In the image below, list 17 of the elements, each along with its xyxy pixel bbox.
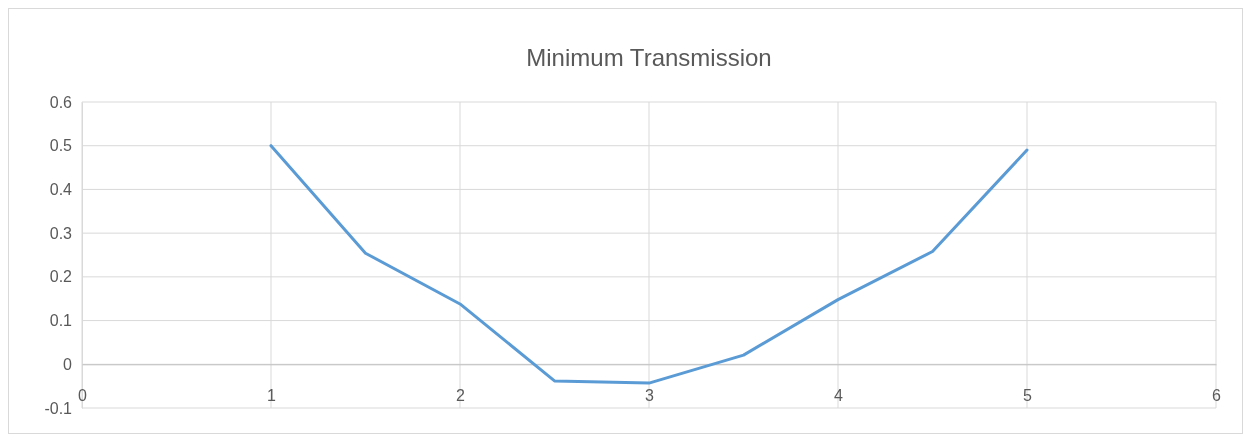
y-tick-label: 0 <box>63 355 73 373</box>
chart-title: Minimum Transmission <box>526 44 772 71</box>
x-tick-label: 6 <box>1212 386 1222 404</box>
y-tick-label: -0.1 <box>44 399 73 417</box>
x-tick-label: 5 <box>1023 386 1033 404</box>
x-tick-label: 0 <box>78 386 88 404</box>
x-tick-label: 2 <box>456 386 466 404</box>
y-tick-label: 0.2 <box>49 268 73 286</box>
y-tick-label: 0.4 <box>49 181 73 199</box>
x-tick-label: 3 <box>645 386 655 404</box>
x-tick-label: 1 <box>267 386 277 404</box>
y-tick-label: 0.1 <box>49 312 73 330</box>
y-tick-label: 0.6 <box>49 93 73 111</box>
line-series <box>269 144 1029 385</box>
y-tick-label: 0.5 <box>49 137 73 155</box>
y-tick-label: 0.3 <box>49 224 73 242</box>
x-tick-label: 4 <box>834 386 844 404</box>
